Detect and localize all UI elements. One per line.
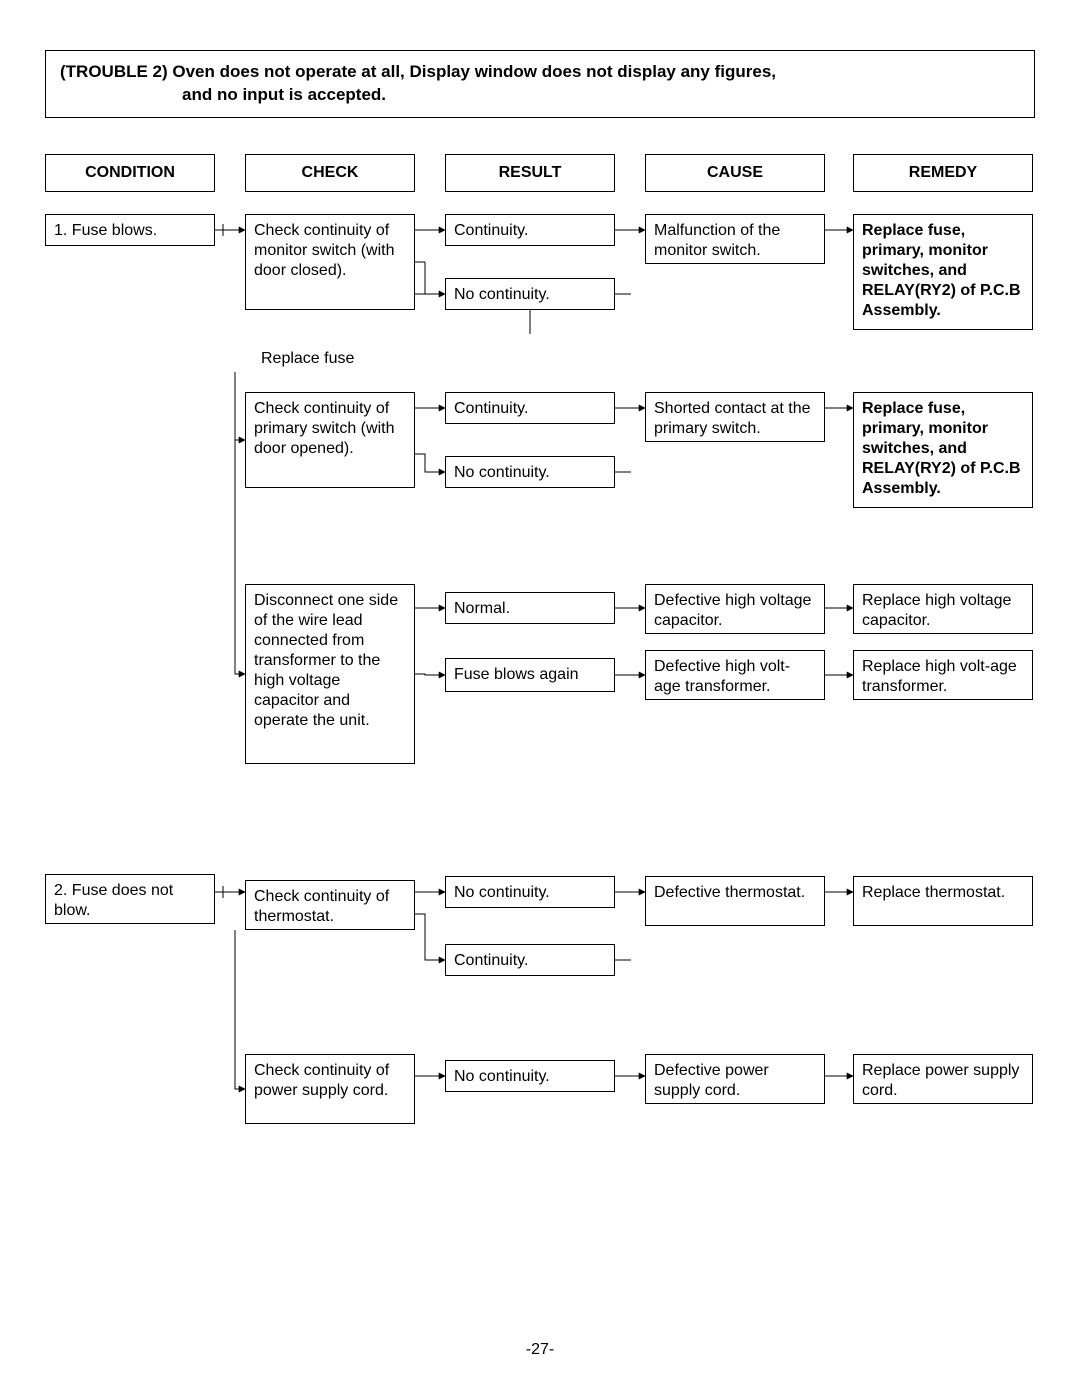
flowchart: CONDITION CHECK RESULT CAUSE REMEDY 1. F… (45, 154, 1035, 1234)
r3-result-a: Normal. (445, 592, 615, 624)
r3-cause-a: Defective high voltage capacitor. (645, 584, 825, 634)
replace-fuse-label: Replace fuse (261, 350, 354, 368)
r1-cause: Malfunction of the monitor switch. (645, 214, 825, 264)
r3-remedy-b: Replace high volt-age transformer. (853, 650, 1033, 700)
r3-result-b: Fuse blows again (445, 658, 615, 692)
hdr-check: CHECK (245, 154, 415, 192)
r4-result-b: Continuity. (445, 944, 615, 976)
r2-result-b: No continuity. (445, 456, 615, 488)
r5-cause: Defective power supply cord. (645, 1054, 825, 1104)
page-number: -27- (0, 1341, 1080, 1359)
title-line1: (TROUBLE 2) Oven does not operate at all… (60, 62, 776, 81)
r5-result-a: No continuity. (445, 1060, 615, 1092)
r4-cause: Defective thermostat. (645, 876, 825, 926)
r4-remedy: Replace thermostat. (853, 876, 1033, 926)
r5-remedy: Replace power supply cord. (853, 1054, 1033, 1104)
hdr-cause: CAUSE (645, 154, 825, 192)
r4-condition: 2. Fuse does not blow. (45, 874, 215, 924)
r1-result-a: Continuity. (445, 214, 615, 246)
r4-check: Check continuity of thermostat. (245, 880, 415, 930)
r3-check: Disconnect one side of the wire lead con… (245, 584, 415, 764)
r4-result-a: No continuity. (445, 876, 615, 908)
r1-condition: 1. Fuse blows. (45, 214, 215, 246)
trouble-title: (TROUBLE 2) Oven does not operate at all… (45, 50, 1035, 118)
title-line2: and no input is accepted. (60, 84, 1020, 107)
hdr-remedy: REMEDY (853, 154, 1033, 192)
r3-remedy-a: Replace high voltage capacitor. (853, 584, 1033, 634)
hdr-result: RESULT (445, 154, 615, 192)
r2-remedy: Replace fuse, primary, monitor switches,… (853, 392, 1033, 508)
r1-check: Check continuity of monitor switch (with… (245, 214, 415, 310)
r3-cause-b: Defective high volt-age transformer. (645, 650, 825, 700)
r1-remedy: Replace fuse, primary, monitor switches,… (853, 214, 1033, 330)
r1-result-b: No continuity. (445, 278, 615, 310)
r2-check: Check continuity of primary switch (with… (245, 392, 415, 488)
r5-check: Check continuity of power supply cord. (245, 1054, 415, 1124)
r2-cause: Shorted contact at the primary switch. (645, 392, 825, 442)
r2-result-a: Continuity. (445, 392, 615, 424)
hdr-condition: CONDITION (45, 154, 215, 192)
